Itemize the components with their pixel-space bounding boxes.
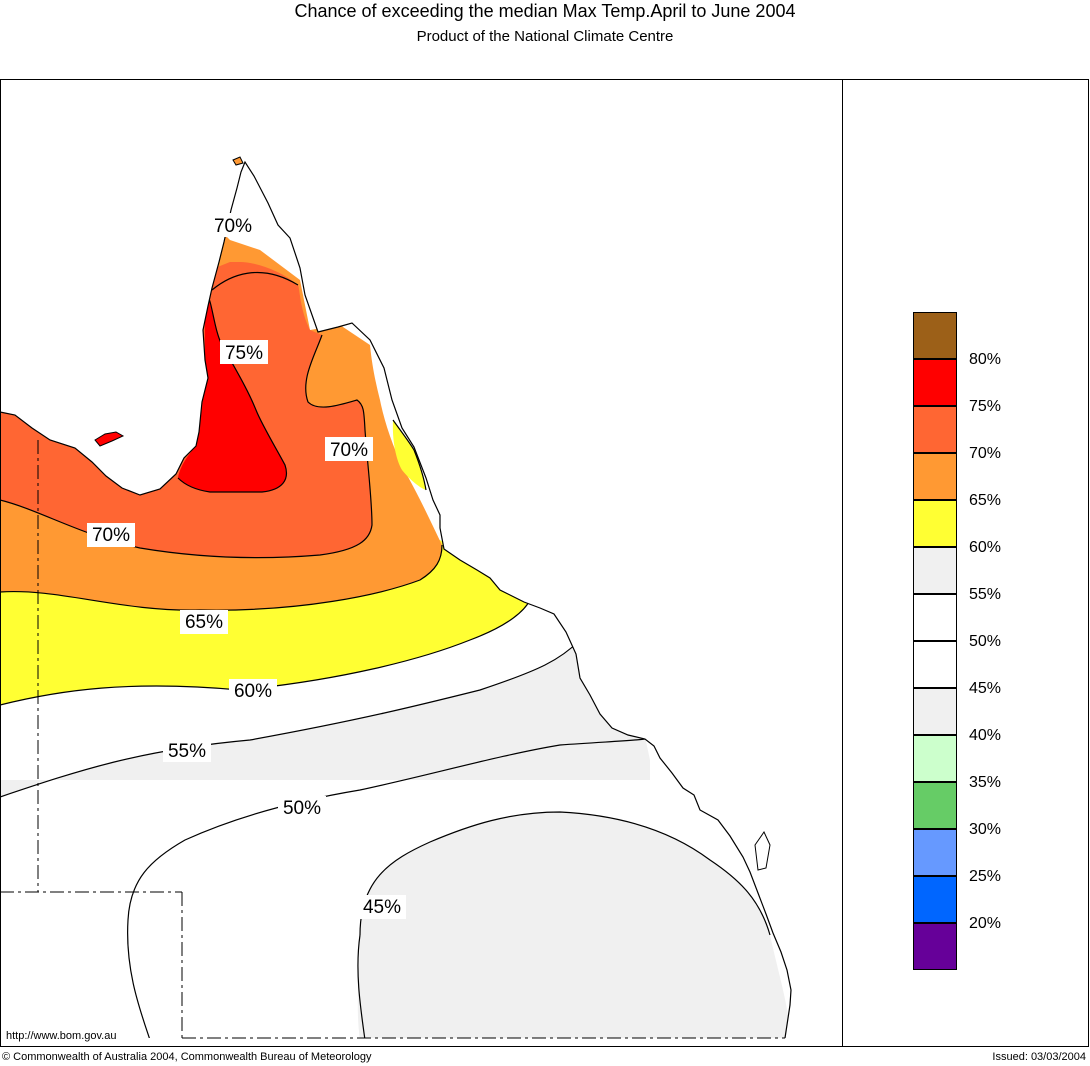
legend-label: 75% (969, 398, 1002, 415)
legend-swatch (913, 594, 957, 641)
source-url[interactable]: http://www.bom.gov.au (6, 1030, 117, 1042)
contour-label: 70% (214, 216, 252, 237)
contour-label: 70% (92, 525, 130, 546)
contour-label: 50% (283, 798, 321, 819)
legend-label: 80% (969, 351, 1002, 368)
contour-label: 45% (363, 897, 401, 918)
legend-swatch (913, 641, 957, 688)
contour-label: 70% (330, 440, 368, 461)
legend-label: 70% (969, 445, 1002, 462)
legend-label: 20% (969, 915, 1002, 932)
legend-swatch (913, 829, 957, 876)
legend-swatch (913, 782, 957, 829)
legend-swatch (913, 406, 957, 453)
copyright-notice: © Commonwealth of Australia 2004, Common… (2, 1051, 372, 1063)
legend-label: 60% (969, 539, 1002, 556)
legend-label: 25% (969, 868, 1002, 885)
legend-swatch (913, 876, 957, 923)
contour-label: 75% (225, 343, 263, 364)
legend-label: 55% (969, 586, 1002, 603)
contour-label: 55% (168, 741, 206, 762)
contour-label: 60% (234, 681, 272, 702)
legend-label: 35% (969, 774, 1002, 791)
issued-date: Issued: 03/03/2004 (992, 1051, 1086, 1063)
legend-swatch (913, 359, 957, 406)
map-title: Chance of exceeding the median Max Temp.… (294, 1, 796, 21)
legend-swatch (913, 547, 957, 594)
legend-swatch (913, 688, 957, 735)
legend-label: 50% (969, 633, 1002, 650)
legend-swatch (913, 453, 957, 500)
map-subtitle: Product of the National Climate Centre (416, 28, 674, 45)
legend-label: 65% (969, 492, 1002, 509)
contour-label: 65% (185, 612, 223, 633)
legend-label: 30% (969, 821, 1002, 838)
legend-label: 40% (969, 727, 1002, 744)
legend-swatch (913, 312, 957, 359)
legend-label: 45% (969, 680, 1002, 697)
legend-divider (842, 79, 843, 1047)
map-frame (0, 79, 1089, 1047)
legend-swatch (913, 923, 957, 970)
legend-swatch (913, 500, 957, 547)
legend-swatch (913, 735, 957, 782)
